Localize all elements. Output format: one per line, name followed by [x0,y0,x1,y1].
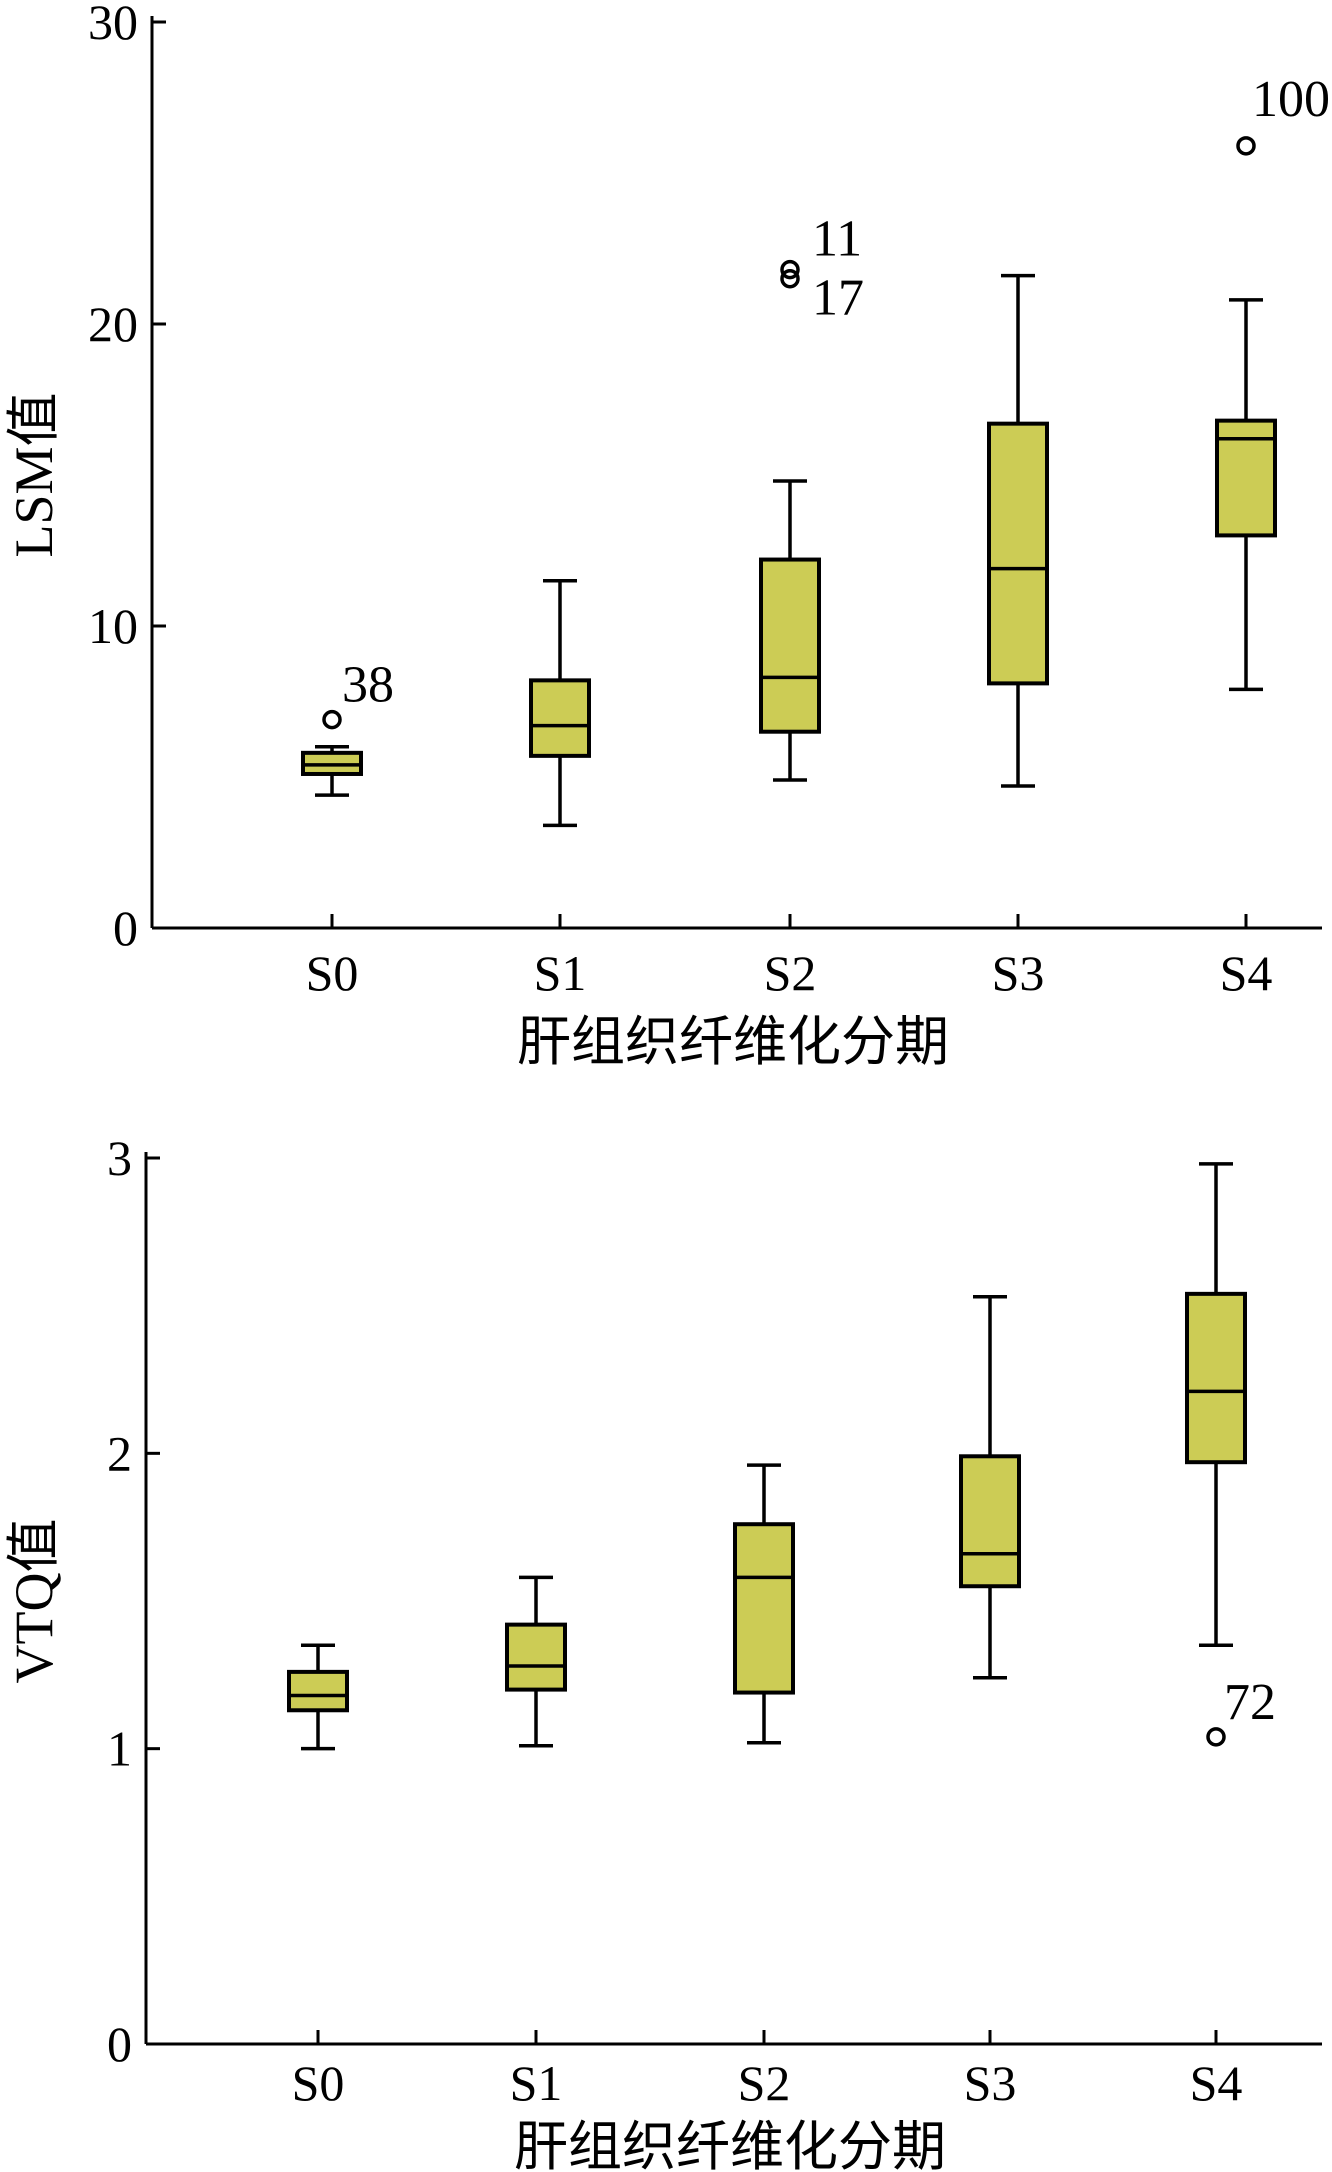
iqr-box [505,1622,567,1692]
box-s0 [301,745,363,797]
iqr-box [1185,1291,1247,1465]
box-s2 [759,479,821,782]
x-tick-label-s1: S1 [510,2055,563,2111]
iqr-box [529,678,591,758]
outlier-point [780,259,800,280]
y-tick-label: 30 [88,0,138,50]
outlier-label: 11 [812,211,862,268]
y-axis-title: LSM值 [4,392,64,557]
box-s2 [733,1463,795,1745]
box-s0 [287,1643,349,1751]
x-tick-label-s1: S1 [534,945,587,1001]
y-tick-label: 20 [88,296,138,352]
y-tick-label: 2 [107,1425,132,1481]
x-axis-title: 肝组织纤维化分期 [514,2117,946,2172]
x-tick-label-s2: S2 [764,945,817,1001]
x-tick-label-s3: S3 [964,2055,1017,2111]
box-s1 [505,1575,567,1748]
box-s1 [529,578,591,828]
y-tick-label: 3 [107,1130,132,1186]
outlier-label: 72 [1224,1674,1276,1731]
x-tick-label-s0: S0 [292,2055,345,2111]
y-tick-label: 10 [88,598,138,654]
vtq-boxplot: 0 1 2 3 S0 S1 S2 S3 S4 肝组织纤维化分期 VTQ值 72 [4,1130,1322,2172]
box-s3 [959,1295,1021,1680]
y-axis-title: VTQ值 [4,1519,64,1684]
x-tick-label-s2: S2 [738,2055,791,2111]
outlier-label: 100 [1252,71,1330,128]
box-s4 [1185,1162,1247,1648]
iqr-box [987,421,1049,686]
y-tick-label: 1 [107,1721,132,1777]
x-tick-label-s4: S4 [1190,2055,1243,2111]
outlier-point [322,709,342,730]
box-s3 [987,273,1049,788]
outlier-point [780,268,800,289]
y-tick-label: 0 [107,2016,132,2072]
x-axis-title: 肝组织纤维化分期 [517,1012,949,1072]
outlier-point [1236,136,1256,156]
outlier-label: 17 [812,270,864,327]
iqr-box [759,557,821,734]
outlier-label: 38 [342,657,394,714]
x-tick-label-s4: S4 [1220,945,1273,1001]
box-s4 [1215,298,1277,692]
iqr-box [959,1454,1021,1589]
x-tick-label-s0: S0 [306,945,359,1001]
iqr-box [287,1669,349,1713]
x-tick-label-s3: S3 [992,945,1045,1001]
outlier-point [1206,1727,1226,1747]
y-tick-label: 0 [113,900,138,956]
iqr-box [733,1522,795,1695]
